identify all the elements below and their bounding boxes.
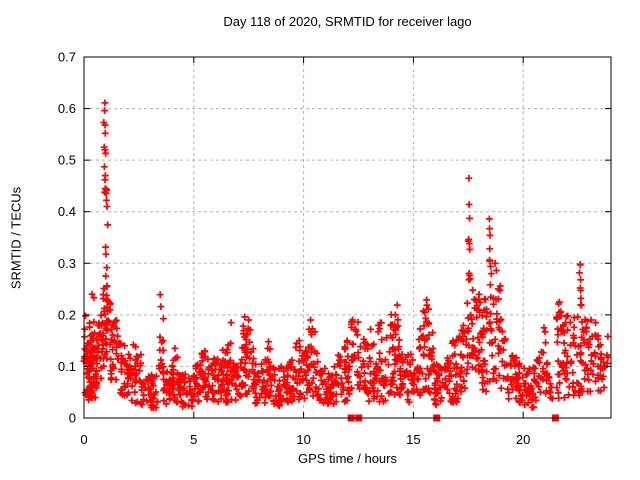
data-points-plus-markers bbox=[80, 99, 612, 412]
y-tick-label: 0 bbox=[69, 411, 76, 426]
x-axis-label: GPS time / hours bbox=[298, 451, 397, 466]
grid bbox=[84, 57, 611, 418]
y-tick-label: 0.3 bbox=[58, 256, 76, 271]
tick-labels: 0 5 10 15 20 0 0.1 0.2 0.3 0.4 0.5 0.6 0.7 bbox=[58, 50, 530, 448]
y-tick-label: 0.5 bbox=[58, 153, 76, 168]
plot-border bbox=[83, 56, 612, 419]
axis-ticks bbox=[83, 56, 611, 419]
y-tick-label: 0.6 bbox=[58, 101, 76, 116]
x-tick-label: 5 bbox=[190, 432, 197, 447]
y-tick-label: 0.2 bbox=[58, 307, 76, 322]
y-tick-label: 0.7 bbox=[58, 50, 76, 65]
x-tick-label: 10 bbox=[296, 432, 310, 447]
y-tick-label: 0.1 bbox=[58, 359, 76, 374]
x-tick-label: 20 bbox=[516, 432, 530, 447]
chart-title: Day 118 of 2020, SRMTID for receiver lag… bbox=[223, 14, 472, 29]
x-tick-label: 15 bbox=[406, 432, 420, 447]
x-tick-label: 0 bbox=[80, 432, 87, 447]
y-tick-label: 0.4 bbox=[58, 204, 76, 219]
